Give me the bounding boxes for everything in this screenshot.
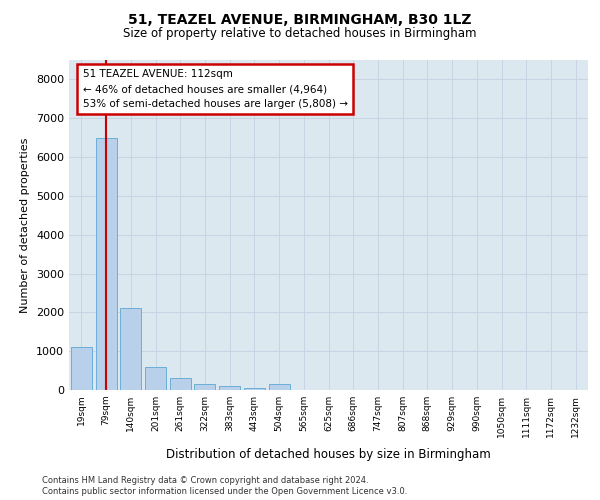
Text: Contains HM Land Registry data © Crown copyright and database right 2024.: Contains HM Land Registry data © Crown c… <box>42 476 368 485</box>
Text: 51, TEAZEL AVENUE, BIRMINGHAM, B30 1LZ: 51, TEAZEL AVENUE, BIRMINGHAM, B30 1LZ <box>128 12 472 26</box>
Bar <box>95 138 116 390</box>
Bar <box>219 386 240 390</box>
Text: Contains public sector information licensed under the Open Government Licence v3: Contains public sector information licen… <box>42 487 407 496</box>
Bar <box>244 388 265 390</box>
Bar <box>71 348 92 390</box>
Y-axis label: Number of detached properties: Number of detached properties <box>20 138 31 312</box>
Text: 51 TEAZEL AVENUE: 112sqm
← 46% of detached houses are smaller (4,964)
53% of sem: 51 TEAZEL AVENUE: 112sqm ← 46% of detach… <box>83 70 347 109</box>
Bar <box>145 366 166 390</box>
Text: Size of property relative to detached houses in Birmingham: Size of property relative to detached ho… <box>123 28 477 40</box>
Bar <box>269 384 290 390</box>
X-axis label: Distribution of detached houses by size in Birmingham: Distribution of detached houses by size … <box>166 448 491 461</box>
Bar <box>194 384 215 390</box>
Bar <box>170 378 191 390</box>
Bar <box>120 308 141 390</box>
